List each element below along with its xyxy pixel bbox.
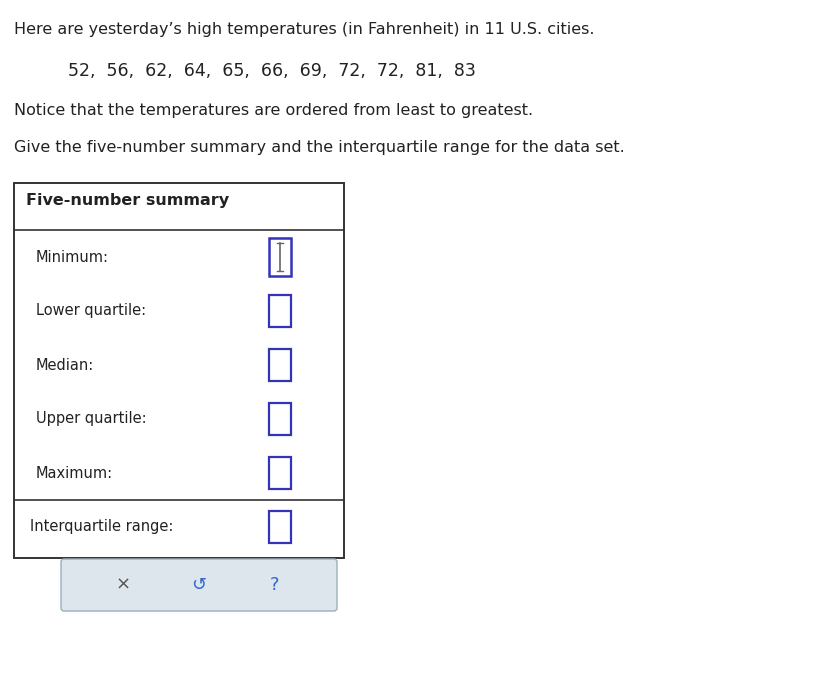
Text: Interquartile range:: Interquartile range: [30, 520, 173, 535]
Bar [269, 457, 291, 489]
Text: Here are yesterday’s high temperatures (in Fahrenheit) in 11 U.S. cities.: Here are yesterday’s high temperatures (… [14, 22, 595, 37]
Text: Lower quartile:: Lower quartile: [36, 304, 146, 319]
Bar [269, 403, 291, 435]
Text: Maximum:: Maximum: [36, 466, 113, 481]
Bar [269, 295, 291, 327]
Text: ↺: ↺ [191, 576, 207, 594]
Text: 52,  56,  62,  64,  65,  66,  69,  72,  72,  81,  83: 52, 56, 62, 64, 65, 66, 69, 72, 72, 81, … [68, 62, 476, 80]
Text: Minimum:: Minimum: [36, 249, 109, 264]
FancyBboxPatch shape [61, 559, 337, 611]
Text: Notice that the temperatures are ordered from least to greatest.: Notice that the temperatures are ordered… [14, 103, 533, 118]
Text: ×: × [116, 576, 131, 594]
Bar [269, 238, 291, 276]
Bar [14, 183, 344, 558]
Text: Median:: Median: [36, 358, 94, 373]
Text: Give the five-number summary and the interquartile range for the data set.: Give the five-number summary and the int… [14, 140, 625, 155]
Text: Upper quartile:: Upper quartile: [36, 411, 146, 426]
Bar [269, 349, 291, 381]
Text: Five-number summary: Five-number summary [26, 193, 229, 208]
Text: ?: ? [270, 576, 280, 594]
Bar [269, 511, 291, 543]
